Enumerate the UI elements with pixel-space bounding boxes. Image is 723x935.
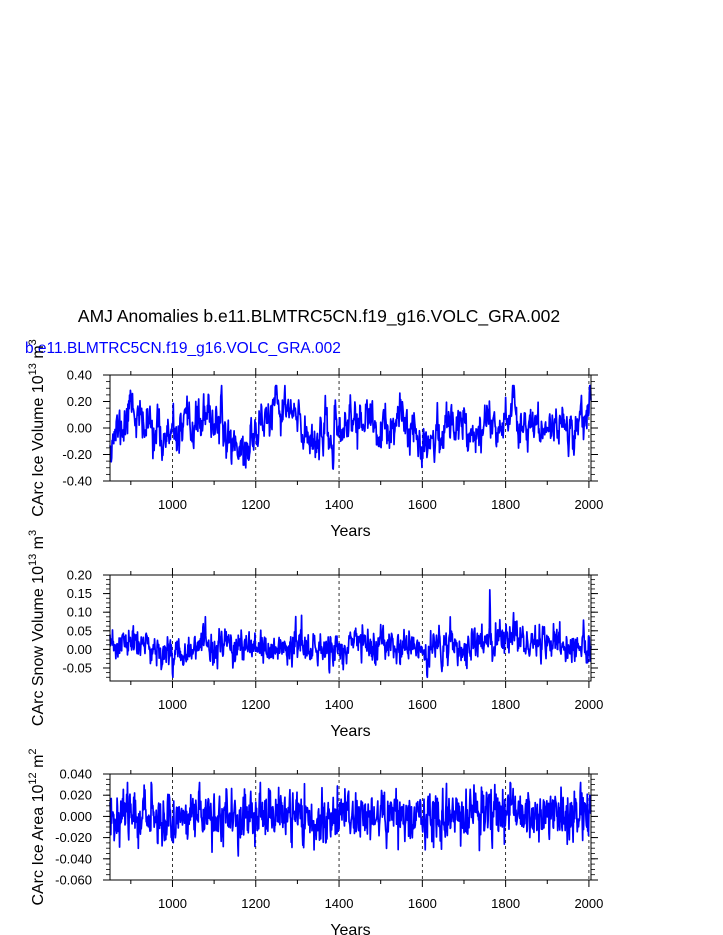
series-line-snow_volume (109, 589, 592, 679)
chart-panel-2: 1000 1200 1400 1600 1800 2000 -0.05 0.00 0.05 0.1… (27, 530, 603, 740)
y-tick-label: -0.40 (62, 474, 92, 489)
y-tick-label: -0.040 (55, 851, 92, 866)
y-axis-label: CArc Snow Volume 1013 m3 (27, 530, 47, 726)
y-tick-label: 0.15 (67, 586, 92, 601)
y-tick-label: 0.05 (67, 623, 92, 638)
y-tick-label: 0.40 (67, 368, 92, 383)
x-tick-label: 1400 (325, 497, 354, 512)
y-tick-label: 0.00 (67, 642, 92, 657)
y-axis-label: CArc Ice Area 1012 m2 (27, 748, 47, 905)
x-tick-label: 1000 (158, 896, 187, 911)
y-tick-label: -0.20 (62, 447, 92, 462)
chart-panel-3: 1000 1200 1400 1600 1800 2000 -0.060 -0.040 -0.0… (27, 748, 603, 935)
x-tick-label: 2000 (574, 497, 603, 512)
x-tick-label: 1800 (491, 896, 520, 911)
y-tick-label: 0.040 (59, 767, 92, 782)
x-tick-label: 2000 (574, 896, 603, 911)
x-tick-label: 1400 (325, 896, 354, 911)
plot-frame (109, 574, 592, 682)
x-tick-label: 1800 (491, 497, 520, 512)
x-axis-label: Years (330, 922, 370, 935)
x-tick-label: 1000 (158, 697, 187, 712)
y-axis-label: CArc Ice Volume 1013 m3 (27, 339, 47, 517)
chart-panel-1: 1000 1200 1400 1600 1800 2000 -0.40 -0.20 0.00 0.… (27, 339, 603, 540)
y-tick-label: -0.020 (55, 830, 92, 845)
y-tick-label: -0.060 (55, 873, 92, 888)
y-tick-label: 0.10 (67, 605, 92, 620)
y-tick-label: 0.020 (59, 788, 92, 803)
x-tick-label: 1600 (408, 697, 437, 712)
x-axis-label: Years (330, 523, 370, 540)
y-tick-label: -0.05 (62, 660, 92, 675)
panels: 1000 1200 1400 1600 1800 2000 -0.40 -0.20 0.00 0.… (27, 339, 603, 935)
series-line-ice_area (109, 781, 592, 857)
y-tick-label: 0.000 (59, 809, 92, 824)
x-tick-label: 1800 (491, 697, 520, 712)
x-tick-label: 1200 (241, 497, 270, 512)
x-axis-label: Years (330, 723, 370, 740)
y-tick-label: 0.00 (67, 421, 92, 436)
y-tick-label: 0.20 (67, 394, 92, 409)
x-tick-label: 1400 (325, 697, 354, 712)
x-tick-label: 1000 (158, 497, 187, 512)
x-tick-label: 1600 (408, 896, 437, 911)
x-tick-label: 1200 (241, 697, 270, 712)
x-tick-label: 1200 (241, 896, 270, 911)
x-tick-label: 1600 (408, 497, 437, 512)
series-line-ice_volume (109, 384, 592, 470)
case-label: b.e11.BLMTRC5CN.f19_g16.VOLC_GRA.002 (25, 340, 341, 357)
x-tick-label: 2000 (574, 697, 603, 712)
figure-title: AMJ Anomalies b.e11.BLMTRC5CN.f19_g16.VO… (78, 306, 560, 327)
y-tick-label: 0.20 (67, 568, 92, 583)
